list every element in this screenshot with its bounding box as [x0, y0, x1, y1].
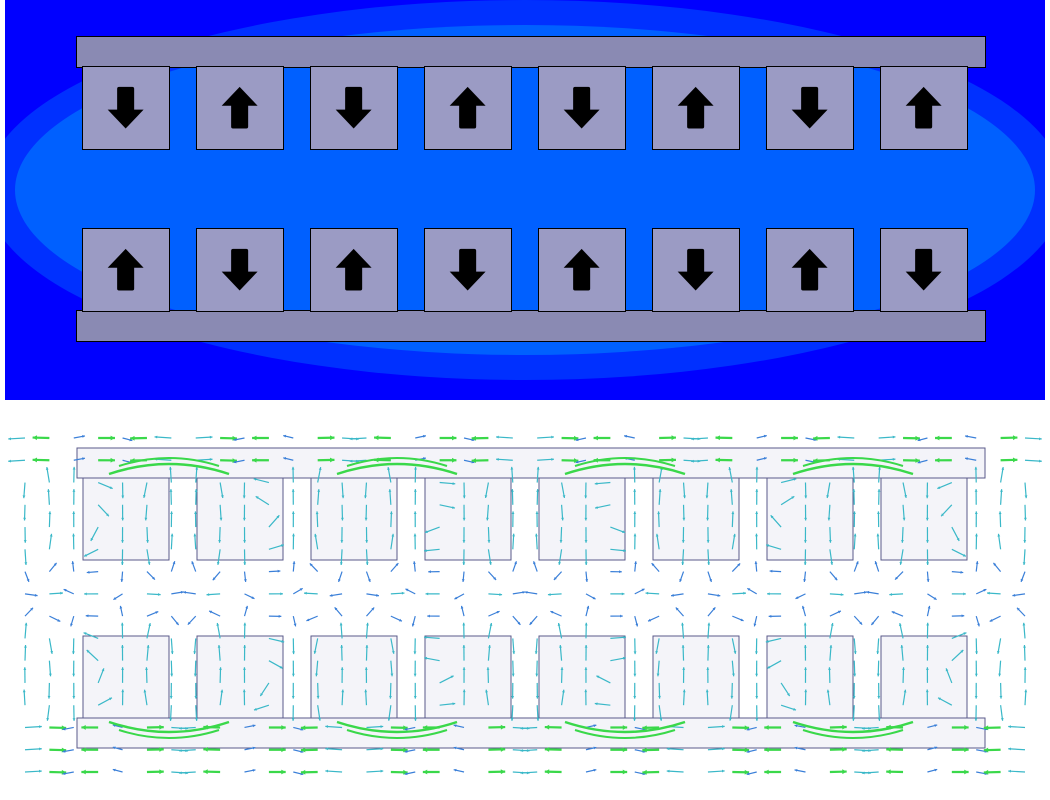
magnet-block — [197, 229, 283, 311]
arrow-up-icon — [102, 241, 149, 298]
magnet-block — [767, 67, 853, 149]
arrow-up-icon — [672, 79, 719, 136]
arrow-down-icon — [900, 241, 947, 298]
magnet-block — [881, 229, 967, 311]
arrow-down-icon — [444, 241, 491, 298]
magnet-block — [311, 67, 397, 149]
magnet-block — [653, 229, 739, 311]
magnet-block — [539, 229, 625, 311]
arrow-up-icon — [900, 79, 947, 136]
arrow-down-icon — [786, 79, 833, 136]
arrow-up-icon — [786, 241, 833, 298]
yoke-bar-bottom — [77, 311, 985, 341]
arrow-down-icon — [216, 241, 263, 298]
magnet-block — [653, 67, 739, 149]
magnet-block — [83, 229, 169, 311]
arrow-down-icon — [672, 241, 719, 298]
arrow-down-icon — [330, 79, 377, 136]
yoke-bar-top — [77, 37, 985, 67]
magnet-block — [881, 67, 967, 149]
arrow-down-icon — [558, 79, 605, 136]
arrow-up-icon — [444, 79, 491, 136]
vector-field-panel — [5, 420, 1045, 790]
arrow-down-icon — [102, 79, 149, 136]
arrow-up-icon — [216, 79, 263, 136]
field-contour-panel — [5, 0, 1045, 400]
magnet-block — [539, 67, 625, 149]
magnet-block — [767, 229, 853, 311]
magnet-block — [197, 67, 283, 149]
magnet-block — [425, 67, 511, 149]
vector-field-svg — [5, 420, 1045, 790]
magnet-block — [83, 67, 169, 149]
magnet-block — [311, 229, 397, 311]
arrow-up-icon — [330, 241, 377, 298]
arrow-up-icon — [558, 241, 605, 298]
magnet-block — [425, 229, 511, 311]
